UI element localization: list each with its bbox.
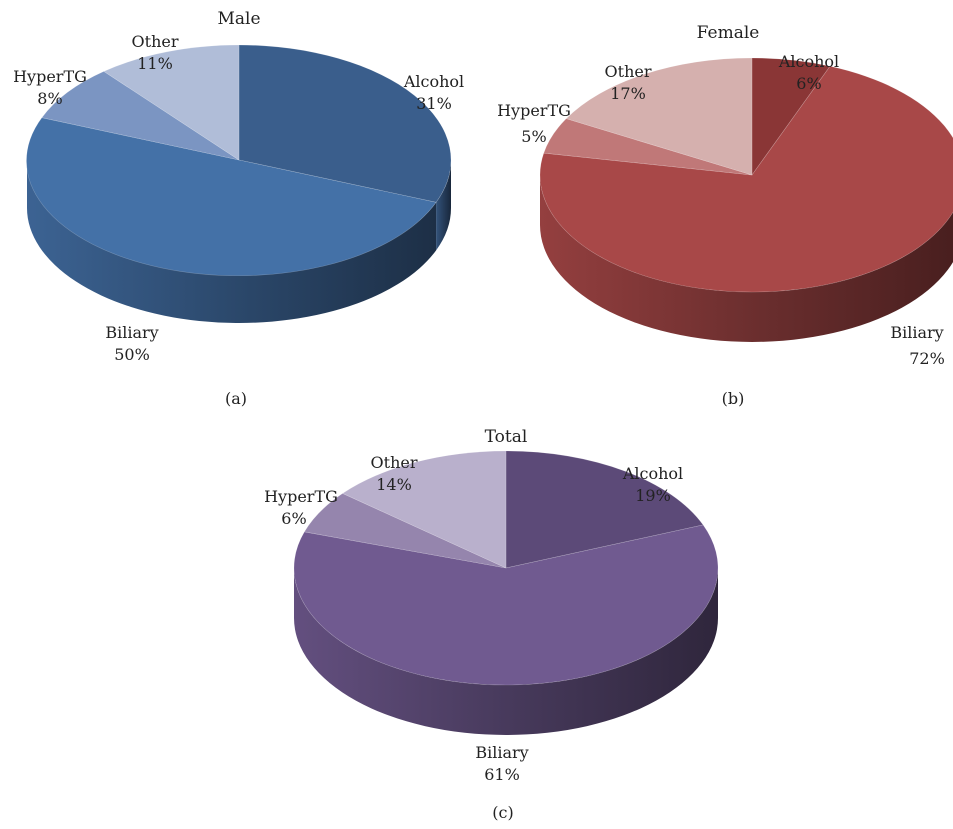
slice-label-hypertg-pct: 5% [521,127,546,146]
pie-slice-biliary [293,524,719,686]
pie-slice-alcohol [238,44,452,203]
chart-title: Female [697,23,760,43]
pie-female [539,57,953,342]
slice-label-hypertg-name: HyperTG [497,101,571,120]
pie-slice-hypertg [303,493,507,569]
slice-label-biliary-pct: 72% [909,349,945,368]
panel-female: Female Alcohol 6% Biliary 72% HyperTG 5%… [497,23,953,408]
pie-slice-alcohol [751,57,831,176]
slice-label-alcohol-name: Alcohol [778,52,839,71]
slice-label-hypertg-pct: 8% [37,89,62,108]
pie-slice-biliary [26,117,437,277]
pie-slice-alcohol [505,450,704,569]
slice-label-other-pct: 14% [376,475,412,494]
slice-label-alcohol-pct: 6% [796,74,821,93]
pie-slice-other [565,57,753,176]
panel-male: Male Alcohol 31% Biliary 50% HyperTG 8% … [13,9,464,408]
slice-label-alcohol-name: Alcohol [403,72,464,91]
pie-side-biliary [540,175,953,342]
slice-label-hypertg-name: HyperTG [264,487,338,506]
slice-label-hypertg-name: HyperTG [13,67,87,86]
pie-total [293,450,719,735]
slice-label-hypertg-pct: 6% [281,509,306,528]
slice-label-biliary-name: Biliary [475,743,528,762]
panel-caption: (a) [225,389,247,408]
panel-total: Total Alcohol 19% Biliary 61% HyperTG 6%… [264,427,719,822]
pie-side-biliary [27,160,437,323]
pie-slice-other [103,44,240,161]
slice-label-biliary-pct: 50% [114,345,150,364]
panel-caption: (b) [722,389,745,408]
pie-slice-other [342,450,507,569]
pie-slice-biliary [539,65,953,293]
pie-male [26,44,452,323]
slice-label-biliary-name: Biliary [890,323,943,342]
pie-side-alcohol [436,160,451,251]
chart-title: Male [217,9,260,29]
slice-label-other-name: Other [371,453,418,472]
slice-label-biliary-name: Biliary [105,323,158,342]
panel-caption: (c) [492,803,513,822]
slice-label-other-pct: 17% [610,84,646,103]
slice-label-alcohol-name: Alcohol [622,464,683,483]
slice-label-alcohol-pct: 31% [416,94,452,113]
pie-slice-hypertg [543,118,753,176]
slice-label-biliary-pct: 61% [484,765,520,784]
slice-label-alcohol-pct: 19% [635,486,671,505]
slice-label-other-name: Other [605,62,652,81]
chart-title: Total [485,427,528,447]
slice-label-other-pct: 11% [137,54,173,73]
slice-label-other-name: Other [132,32,179,51]
pie-side-biliary [294,568,718,735]
pie-slice-hypertg [41,71,240,161]
